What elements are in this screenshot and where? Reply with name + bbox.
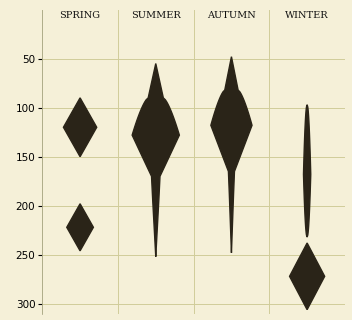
Text: SPRING: SPRING	[59, 11, 101, 20]
Polygon shape	[132, 64, 180, 257]
Polygon shape	[63, 98, 97, 157]
Polygon shape	[290, 243, 325, 310]
Polygon shape	[211, 57, 252, 253]
Text: SUMMER: SUMMER	[131, 11, 181, 20]
Polygon shape	[303, 105, 311, 237]
Polygon shape	[67, 204, 93, 251]
Text: AUTUMN: AUTUMN	[207, 11, 256, 20]
Text: WINTER: WINTER	[285, 11, 329, 20]
